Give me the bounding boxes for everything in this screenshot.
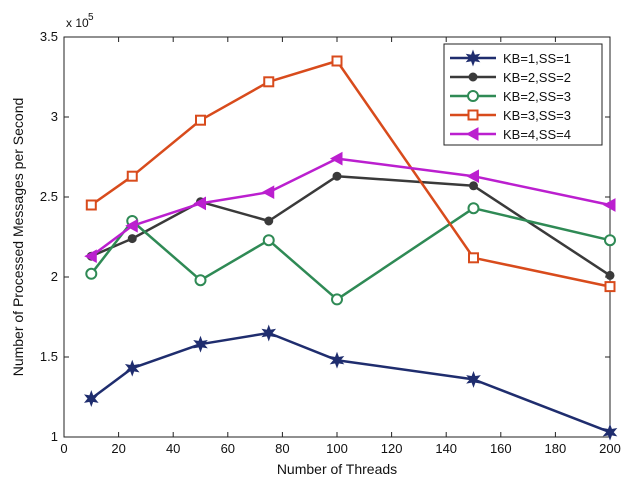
data-point <box>195 114 206 126</box>
data-point <box>469 181 478 191</box>
y-tick-label: 2.5 <box>40 189 58 204</box>
y-tick-label: 3 <box>51 109 58 124</box>
x-tick-label: 180 <box>545 441 567 456</box>
x-tick-label: 20 <box>111 441 125 456</box>
data-point <box>261 185 275 200</box>
x-tick-label: 40 <box>166 441 180 456</box>
data-point <box>262 234 275 247</box>
data-point <box>332 171 342 181</box>
data-point <box>468 252 479 264</box>
legend: KB=1,SS=1 KB=2,SS=2 KB=2,SS=3 KB=3,SS=3 KB=4… <box>443 43 603 146</box>
data-point <box>329 151 343 166</box>
y-axis-title: Number of Processed Messages per Second <box>10 98 26 377</box>
data-point <box>83 390 99 408</box>
data-point <box>466 169 479 184</box>
x-tick-label: 160 <box>490 441 512 456</box>
data-point <box>194 274 207 287</box>
x-tick-label: 120 <box>381 441 403 456</box>
x-tick-label: 140 <box>435 441 457 456</box>
data-point <box>261 324 277 342</box>
data-point <box>85 267 98 280</box>
legend-label: KB=4,SS=4 <box>503 127 571 142</box>
data-point <box>126 170 138 182</box>
data-point <box>125 218 138 233</box>
data-point <box>263 76 275 88</box>
y-axis-ticks: 1 1.5 2 2.5 3 3.5 <box>40 29 610 444</box>
legend-marker <box>467 90 479 102</box>
data-point <box>193 335 208 353</box>
series-4 <box>85 55 616 293</box>
legend-label: KB=2,SS=2 <box>503 70 571 85</box>
series-1 <box>83 324 618 441</box>
data-point <box>331 293 343 306</box>
legend-marker <box>467 109 479 121</box>
legend-marker <box>468 72 478 82</box>
legend-item: KB=2,SS=3 <box>450 89 571 104</box>
legend-item: KB=3,SS=3 <box>450 108 571 123</box>
data-point <box>85 199 97 211</box>
y-axis-multiplier-exponent: 5 <box>88 12 94 23</box>
data-point <box>84 249 97 264</box>
data-point <box>602 423 618 441</box>
data-point <box>329 351 345 369</box>
legend-item: KB=1,SS=1 <box>450 49 571 67</box>
y-tick-label: 3.5 <box>40 29 58 44</box>
data-point <box>264 216 274 226</box>
series-3 <box>85 202 616 306</box>
x-tick-label: 200 <box>599 441 621 456</box>
legend-marker <box>465 127 479 141</box>
x-tick-label: 60 <box>221 441 235 456</box>
x-tick-label: 0 <box>60 441 67 456</box>
data-point <box>124 359 140 377</box>
series-5 <box>84 151 616 264</box>
data-point <box>467 202 480 215</box>
y-tick-label: 1 <box>51 429 58 444</box>
data-point <box>193 196 206 211</box>
legend-label: KB=2,SS=3 <box>503 89 571 104</box>
data-point <box>466 370 481 388</box>
x-axis-title: Number of Threads <box>277 461 397 477</box>
y-tick-label: 1.5 <box>40 349 58 364</box>
data-point <box>604 281 616 293</box>
data-point <box>604 234 616 247</box>
series-layer <box>83 55 618 441</box>
y-axis-multiplier-label: x 10 <box>66 16 89 30</box>
legend-item: KB=2,SS=2 <box>450 70 571 85</box>
x-axis-ticks: 0 20 40 60 80 100 120 140 160 180 200 <box>60 37 621 456</box>
data-point <box>331 55 343 67</box>
legend-label: KB=1,SS=1 <box>503 51 571 66</box>
data-point <box>127 234 137 244</box>
legend-marker <box>465 49 481 67</box>
legend-item: KB=4,SS=4 <box>450 127 571 142</box>
y-tick-label: 2 <box>51 269 58 284</box>
data-point <box>605 270 615 280</box>
x-tick-label: 80 <box>275 441 289 456</box>
legend-label: KB=3,SS=3 <box>503 108 571 123</box>
data-point <box>602 198 616 212</box>
x-tick-label: 100 <box>326 441 348 456</box>
